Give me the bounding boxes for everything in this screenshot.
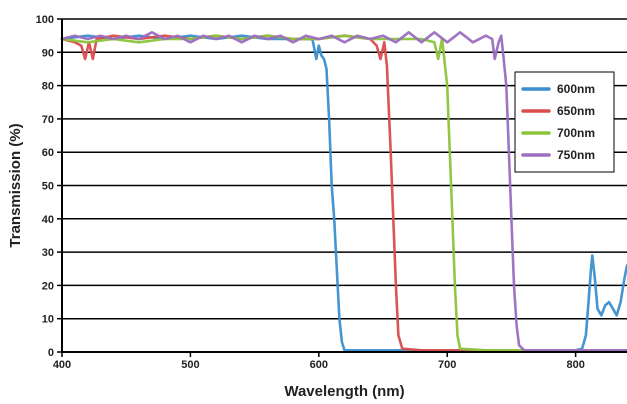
legend-label-700nm: 700nm xyxy=(557,126,595,140)
y-tick-label-30: 30 xyxy=(42,247,54,259)
y-tick-label-40: 40 xyxy=(42,214,54,226)
x-tick-label-700: 700 xyxy=(438,359,456,371)
tick-layer: 0 10 20 30 40 50 60 70 80 90 100 400 500 600 700 800 xyxy=(36,14,585,371)
legend-label-600nm: 600nm xyxy=(557,82,595,96)
x-tick-label-400: 400 xyxy=(53,359,71,371)
y-tick-label-90: 90 xyxy=(42,47,54,59)
x-tick-label-500: 500 xyxy=(181,359,199,371)
y-tick-label-80: 80 xyxy=(42,81,54,93)
legend-label-750nm: 750nm xyxy=(557,148,595,162)
y-tick-label-0: 0 xyxy=(48,347,54,359)
x-tick-label-800: 800 xyxy=(566,359,584,371)
legend: 600nm 650nm 700nm 750nm xyxy=(514,71,615,173)
series-layer xyxy=(60,30,627,352)
x-axis-label: Wavelength (nm) xyxy=(284,383,404,400)
y-tick-label-100: 100 xyxy=(36,14,54,26)
y-tick-label-10: 10 xyxy=(42,314,54,326)
y-tick-label-50: 50 xyxy=(42,181,54,193)
legend-label-650nm: 650nm xyxy=(557,104,595,118)
y-tick-label-20: 20 xyxy=(42,280,54,292)
y-tick-label-60: 60 xyxy=(42,147,54,159)
y-tick-label-70: 70 xyxy=(42,114,54,126)
grid-layer xyxy=(62,18,627,320)
series-line-750nm xyxy=(60,30,627,352)
y-axis-label: Transmission (%) xyxy=(7,123,24,247)
x-tick-label-600: 600 xyxy=(310,359,328,371)
